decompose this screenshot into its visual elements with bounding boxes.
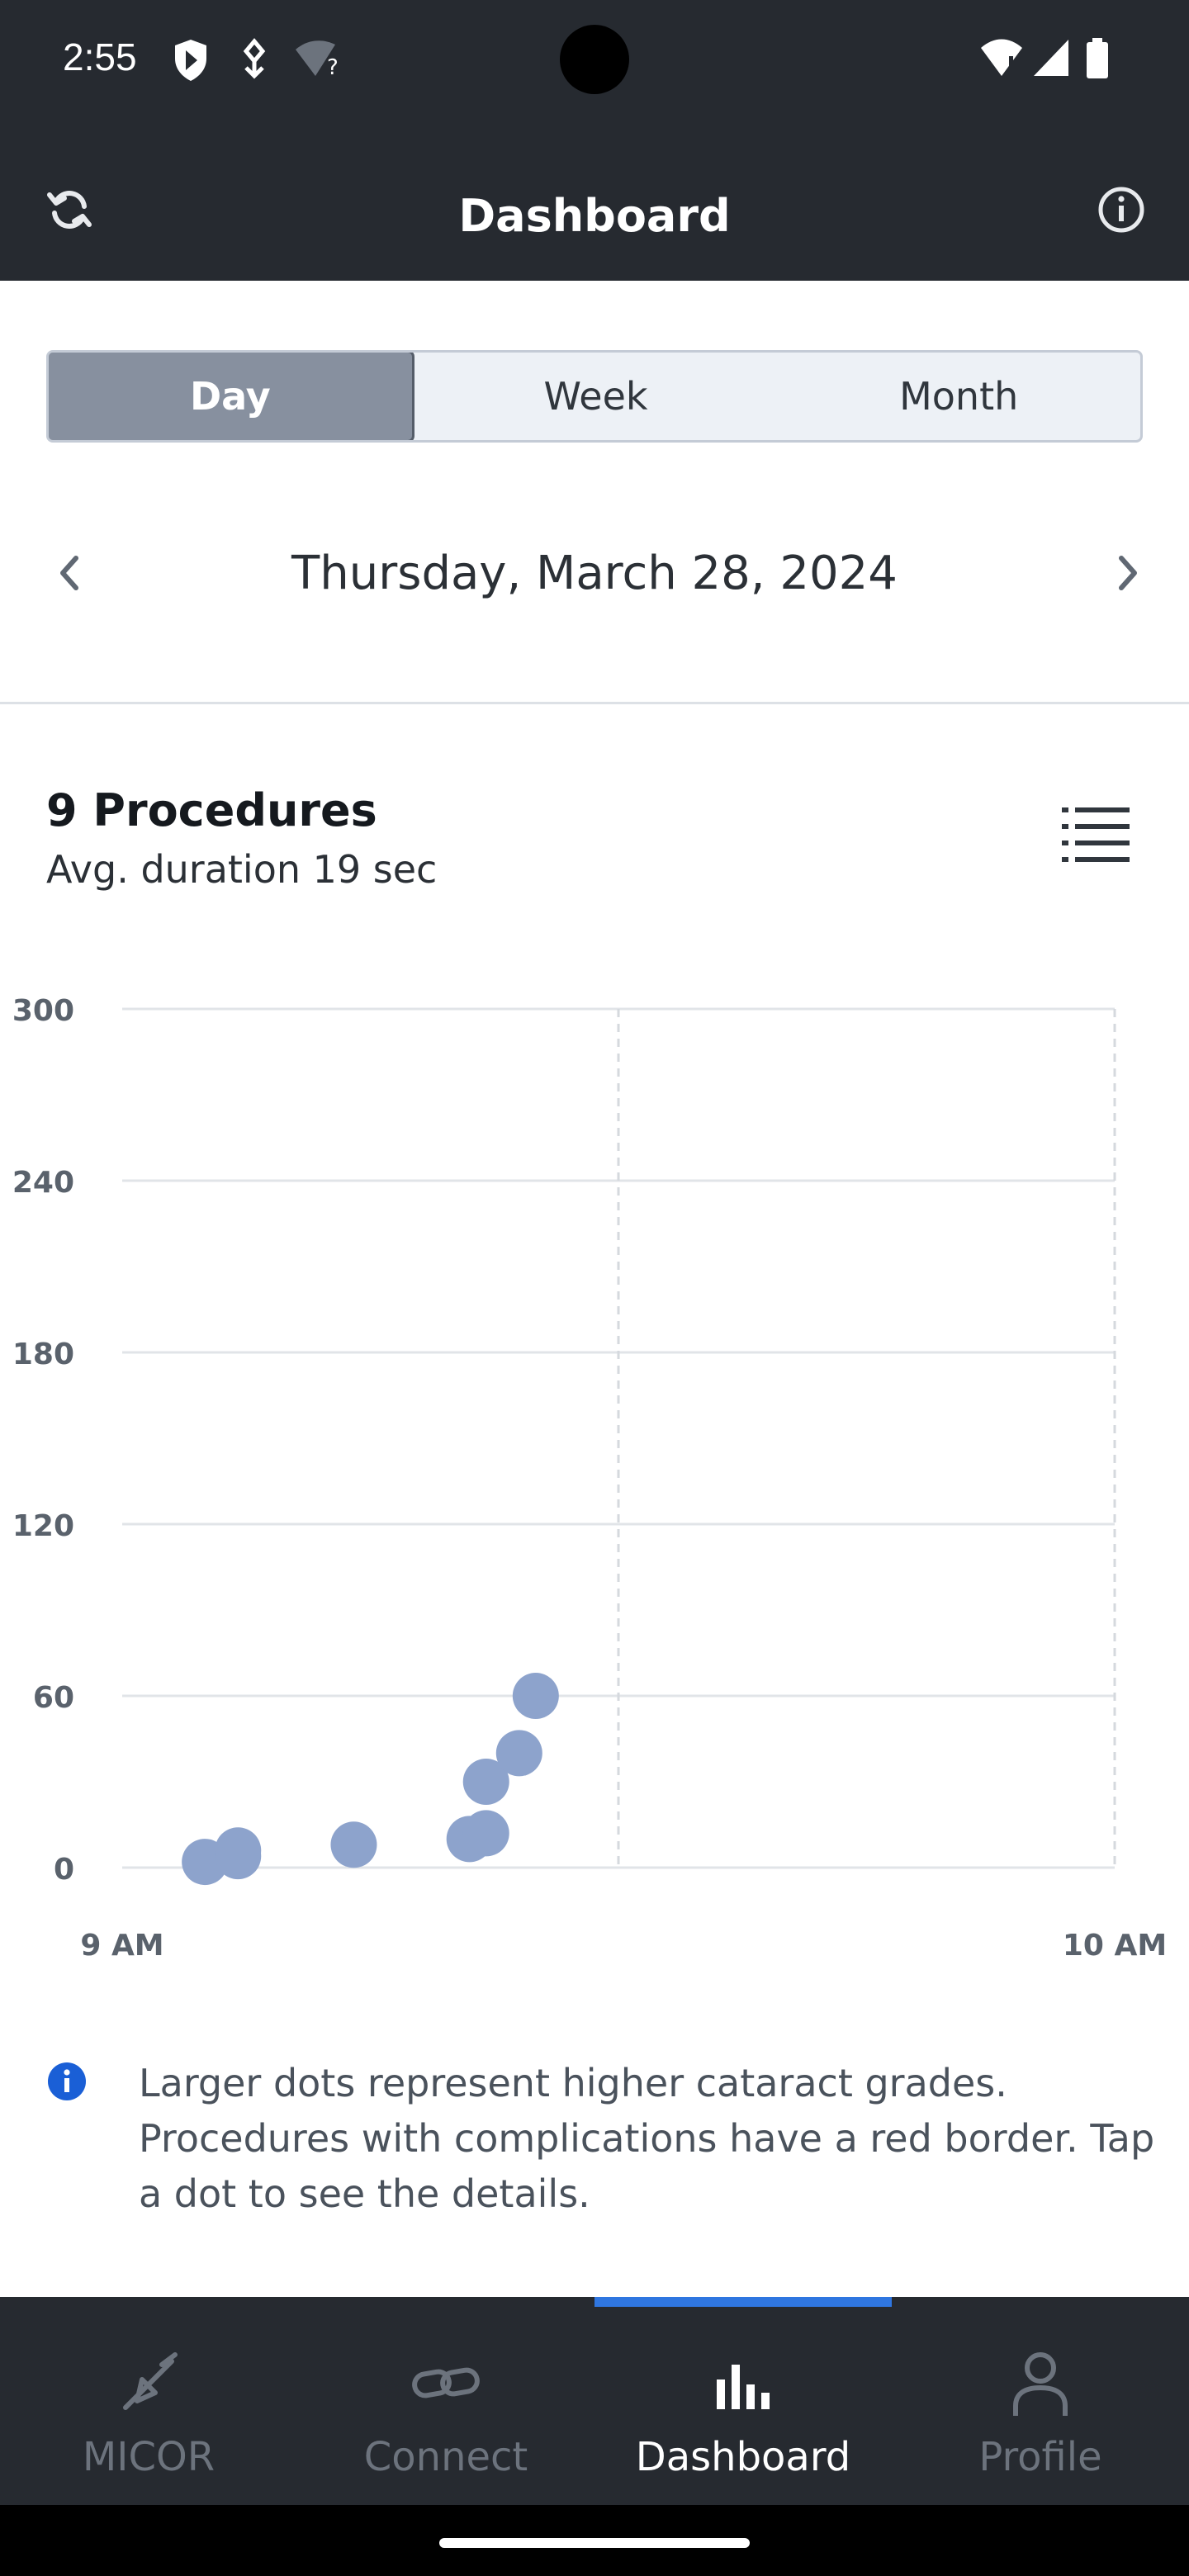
y-tick-label: 240 xyxy=(12,1166,74,1200)
micor-icon xyxy=(123,2352,178,2410)
y-tick-label: 120 xyxy=(12,1509,74,1543)
nav-label-profile: Profile xyxy=(978,2434,1102,2480)
usb-debug-icon xyxy=(243,38,266,79)
app-bar: Dashboard xyxy=(0,124,1189,281)
status-bar: 2:55 ? xyxy=(0,0,1189,124)
procedure-dot[interactable] xyxy=(462,1759,509,1805)
nav-micor[interactable]: MICOR xyxy=(0,2297,297,2505)
info-icon[interactable] xyxy=(1095,183,1148,236)
y-tick-label: 300 xyxy=(12,994,74,1028)
y-tick-label: 60 xyxy=(33,1681,74,1715)
nav-label-micor: MICOR xyxy=(82,2434,216,2480)
shield-icon xyxy=(175,40,206,81)
procedure-dot[interactable] xyxy=(462,1810,509,1857)
date-navigator: Thursday, March 28, 2024 xyxy=(0,528,1189,619)
svg-text:?: ? xyxy=(327,55,339,79)
nav-dashboard[interactable]: Dashboard xyxy=(594,2297,892,2505)
chevron-left-icon[interactable] xyxy=(46,548,96,598)
nav-label-dashboard: Dashboard xyxy=(635,2434,851,2480)
procedure-count: 9 Procedures xyxy=(46,784,377,836)
current-date: Thursday, March 28, 2024 xyxy=(291,547,898,600)
nav-connect[interactable]: Connect xyxy=(297,2297,594,2505)
tab-week[interactable]: Week xyxy=(543,374,648,419)
chart-hint-text: Larger dots represent higher cataract gr… xyxy=(139,2061,1155,2216)
bottom-navigation: MICOR Connect Dashboard Profile xyxy=(0,2297,1189,2505)
section-divider xyxy=(0,702,1189,704)
active-tab-indicator xyxy=(594,2297,892,2307)
procedure-dot[interactable] xyxy=(495,1730,542,1777)
wifi-question-icon: ? xyxy=(296,40,339,79)
procedure-dot[interactable] xyxy=(512,1673,559,1719)
procedures-scatter-chart: 0 60 120 180 240 300 9 AM 10 AM xyxy=(12,994,1167,1963)
tab-month[interactable]: Month xyxy=(899,374,1019,419)
camera-cutout xyxy=(560,25,629,94)
procedure-dot[interactable] xyxy=(330,1821,377,1868)
period-selector: Day Week Month xyxy=(46,350,1143,443)
battery-icon xyxy=(1087,38,1108,78)
signal-icon xyxy=(1034,40,1068,76)
info-circle-icon xyxy=(48,2062,86,2100)
average-duration: Avg. duration 19 sec xyxy=(46,847,438,892)
person-icon xyxy=(1013,2352,1068,2416)
x-tick-label: 9 AM xyxy=(80,1929,163,1963)
bar-chart-icon xyxy=(717,2365,770,2409)
list-icon[interactable] xyxy=(1060,803,1131,869)
nav-label-connect: Connect xyxy=(363,2434,528,2480)
refresh-icon[interactable] xyxy=(43,183,96,236)
status-time: 2:55 xyxy=(63,36,137,78)
home-gesture-bar[interactable] xyxy=(439,2538,750,2548)
link-icon xyxy=(412,2367,480,2398)
chevron-right-icon[interactable] xyxy=(1101,548,1151,598)
system-navigation-area xyxy=(0,2505,1189,2576)
wifi-icon xyxy=(981,39,1022,76)
page-title: Dashboard xyxy=(458,190,731,242)
x-tick-label: 10 AM xyxy=(1063,1929,1167,1963)
y-tick-label: 0 xyxy=(54,1853,74,1887)
tab-day[interactable]: Day xyxy=(49,353,414,440)
nav-profile[interactable]: Profile xyxy=(892,2297,1189,2505)
y-tick-label: 180 xyxy=(12,1338,74,1371)
procedure-dot[interactable] xyxy=(215,1827,262,1874)
